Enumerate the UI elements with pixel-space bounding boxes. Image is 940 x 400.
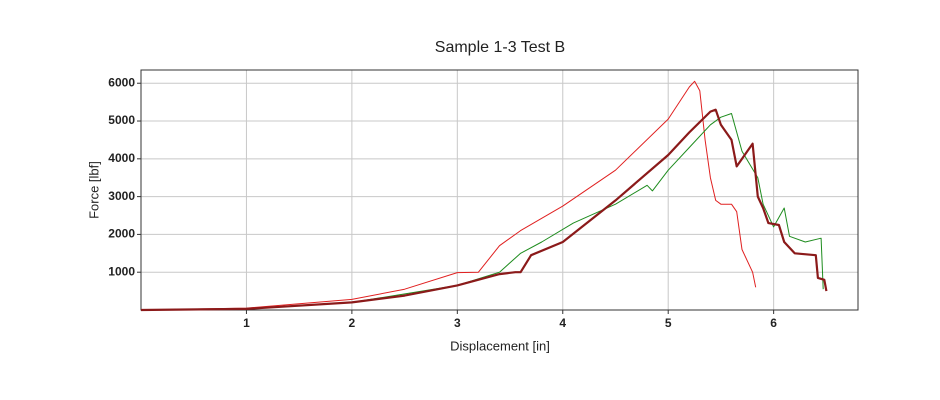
plot-border <box>140 69 859 311</box>
y-tick-label: 4000 <box>108 151 135 165</box>
y-tick-label: 5000 <box>108 113 135 127</box>
x-tick-label: 2 <box>349 316 356 330</box>
x-tick-label: 4 <box>559 316 566 330</box>
y-tick-label: 6000 <box>108 75 135 89</box>
y-tick-label: 3000 <box>108 189 135 203</box>
series-line <box>140 113 824 311</box>
series-line <box>140 80 757 311</box>
x-tick-label: 6 <box>770 316 777 330</box>
series-line <box>140 108 828 312</box>
x-axis-label: Displacement [in] <box>450 338 550 353</box>
y-tick-label: 2000 <box>108 227 135 241</box>
x-tick-label: 3 <box>454 316 461 330</box>
y-tick-label: 1000 <box>108 264 135 278</box>
x-tick-label: 1 <box>243 316 250 330</box>
chart-title: Sample 1-3 Test B <box>435 39 565 56</box>
x-tick-label: 5 <box>665 316 672 330</box>
y-axis-label: Force [lbf] <box>86 161 101 219</box>
